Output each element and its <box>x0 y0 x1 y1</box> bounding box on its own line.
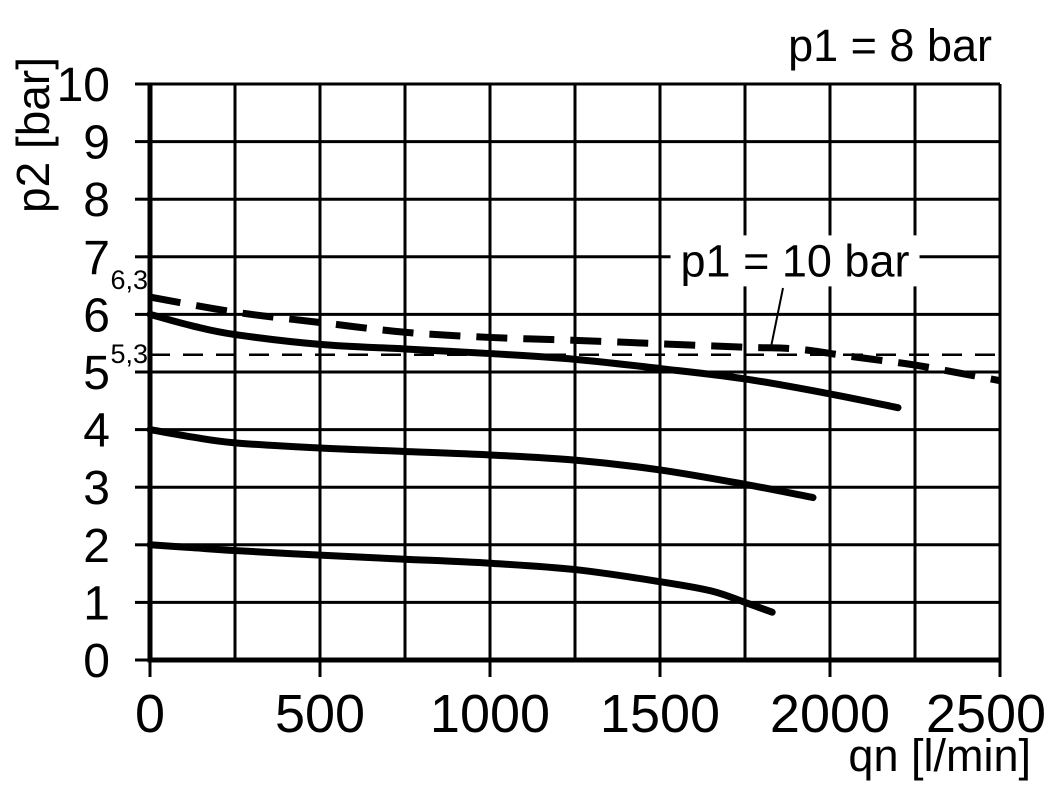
y-tick-label: 5 <box>83 347 110 400</box>
y-tick-label: 8 <box>83 174 110 227</box>
y-tick-label: 4 <box>83 405 110 458</box>
y-tick-label: 9 <box>83 117 110 170</box>
y-tick-label: 7 <box>83 232 110 285</box>
y-tick-label: 0 <box>83 635 110 688</box>
curve-p1-8-bar-outlet-6-bar <box>146 310 902 412</box>
x-tick-label: 1000 <box>430 684 550 744</box>
x-tick-label: 500 <box>275 684 365 744</box>
label-dashed-start-6-3: 6,3 <box>110 264 148 295</box>
x-tick-label: 2000 <box>770 684 890 744</box>
y-tick-label: 10 <box>57 59 110 112</box>
curve-p1-8-bar-outlet-4-bar <box>146 426 817 502</box>
y-tick-label: 6 <box>83 289 110 342</box>
annotation-p1-10-bar: p1 = 10 bar <box>670 235 920 287</box>
curve-p1-10-bar <box>149 293 1001 385</box>
y-axis-title: p2 [bar] <box>6 57 59 213</box>
callout-leader-line <box>770 287 784 348</box>
x-tick-label: 2500 <box>926 684 1046 744</box>
curve-p1-8-bar-outlet-2-bar <box>146 541 776 616</box>
x-axis-title: qn [l/min] <box>848 730 1031 781</box>
x-tick-label: 1500 <box>600 684 720 744</box>
annotation-p1-8-bar: p1 = 8 bar <box>788 20 992 71</box>
y-tick-label: 2 <box>83 520 110 573</box>
label-reference-5-3: 5,3 <box>110 338 148 369</box>
y-tick-label: 1 <box>83 577 110 630</box>
y-tick-label: 3 <box>83 462 110 515</box>
x-tick-label: 0 <box>135 684 165 744</box>
